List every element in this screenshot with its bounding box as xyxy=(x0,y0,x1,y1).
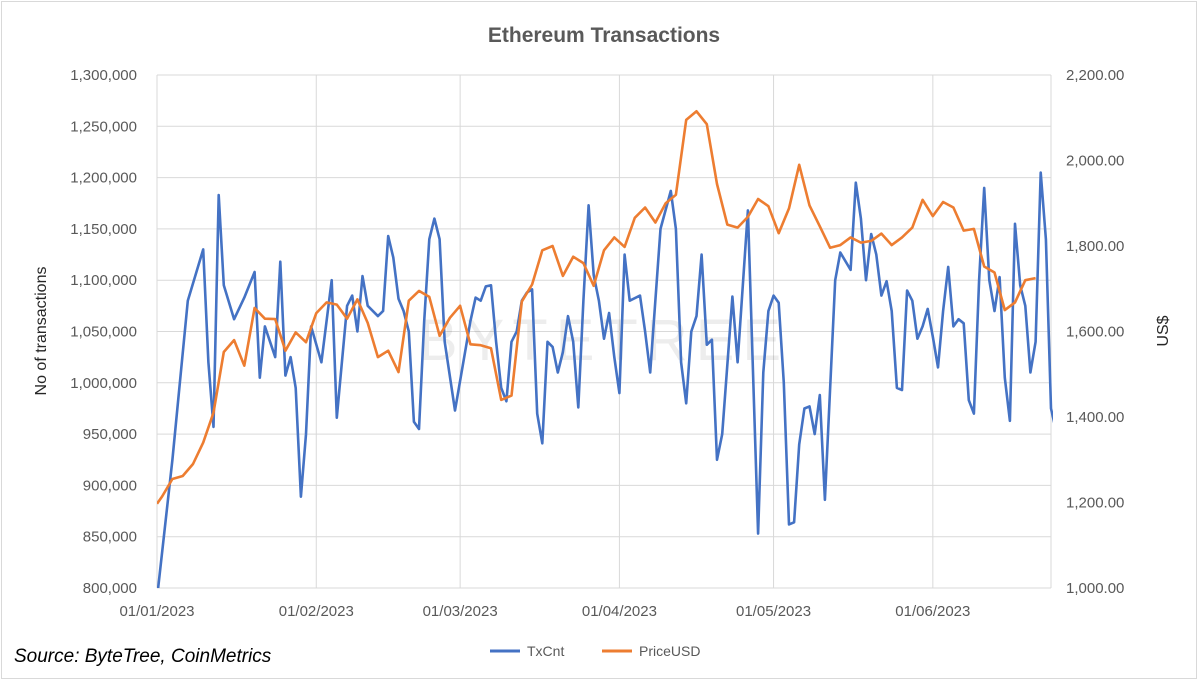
y-tick-label: 1,250,000 xyxy=(70,118,137,135)
x-tick-label: 01/06/2023 xyxy=(895,603,970,620)
y2-tick-label: 2,000.00 xyxy=(1066,153,1124,170)
y-tick-label: 1,300,000 xyxy=(70,67,137,84)
source-note: Source: ByteTree, CoinMetrics xyxy=(14,646,272,667)
watermark: BYTETREE xyxy=(419,308,789,373)
y2-tick-label: 1,400.00 xyxy=(1066,409,1124,426)
y2-tick-label: 2,200.00 xyxy=(1066,67,1124,84)
legend-label-txcnt: TxCnt xyxy=(527,643,564,659)
x-axis: 01/01/2023 01/02/2023 01/03/2023 01/04/2023… xyxy=(119,603,970,620)
y-axis-left-title: No of transactions xyxy=(33,267,50,396)
y-tick-label: 800,000 xyxy=(83,580,137,597)
series-layer xyxy=(157,110,1053,588)
legend-label-priceusd: PriceUSD xyxy=(639,643,700,659)
series-line-txcnt xyxy=(157,171,1053,588)
y2-tick-label: 1,800.00 xyxy=(1066,238,1124,255)
y2-tick-label: 1,000.00 xyxy=(1066,580,1124,597)
x-tick-label: 01/04/2023 xyxy=(582,603,657,620)
legend: TxCnt PriceUSD xyxy=(490,643,700,659)
x-tick-label: 01/03/2023 xyxy=(423,603,498,620)
y-tick-label: 850,000 xyxy=(83,529,137,546)
y-tick-label: 1,050,000 xyxy=(70,324,137,341)
y-axis-left: 800,000 850,000 900,000 950,000 1,000,000 1,0… xyxy=(70,67,137,597)
y-axis-right-title: US$ xyxy=(1155,315,1172,346)
y2-tick-label: 1,200.00 xyxy=(1066,495,1124,512)
series-line-priceusd xyxy=(157,110,1036,505)
x-tick-label: 01/02/2023 xyxy=(279,603,354,620)
y-tick-label: 950,000 xyxy=(83,426,137,443)
chart-title: Ethereum Transactions xyxy=(488,24,720,47)
y-tick-label: 1,100,000 xyxy=(70,272,137,289)
y-tick-label: 1,200,000 xyxy=(70,170,137,187)
y-tick-label: 1,000,000 xyxy=(70,375,137,392)
x-tick-label: 01/05/2023 xyxy=(736,603,811,620)
y-tick-label: 1,150,000 xyxy=(70,221,137,238)
y-tick-label: 900,000 xyxy=(83,477,137,494)
x-tick-label: 01/01/2023 xyxy=(119,603,194,620)
y2-tick-label: 1,600.00 xyxy=(1066,324,1124,341)
y-axis-right: 1,000.00 1,200.00 1,400.00 1,600.00 1,800.00… xyxy=(1066,67,1124,597)
